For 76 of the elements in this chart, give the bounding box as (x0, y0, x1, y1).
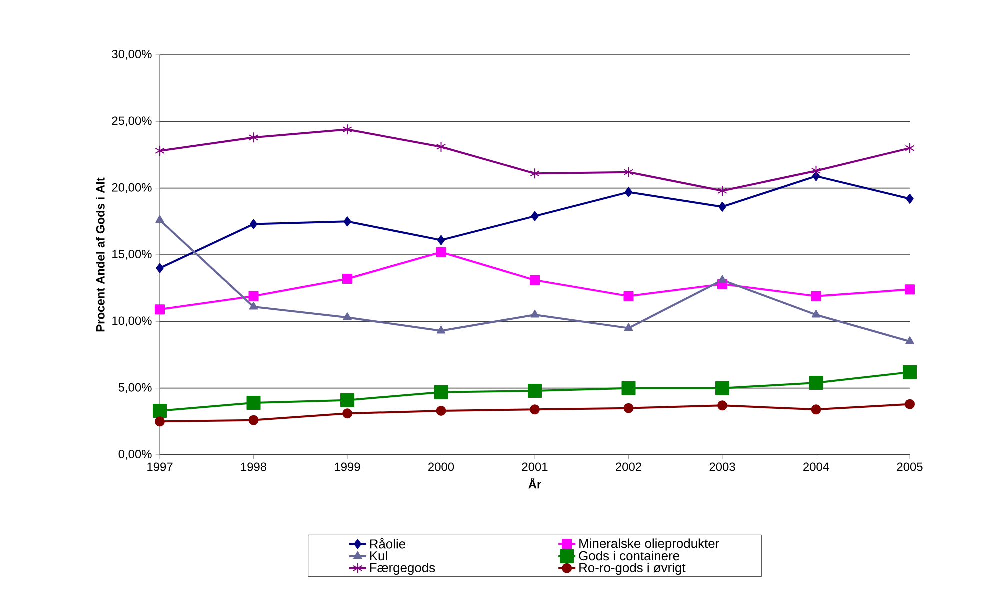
x-tick-label: 2005 (897, 462, 923, 472)
point (342, 124, 352, 136)
point (624, 166, 634, 178)
x-tick-label: 1997 (148, 462, 173, 472)
point (624, 187, 633, 198)
point (528, 384, 542, 398)
point (344, 216, 352, 227)
legend-label: Færgegods (370, 562, 436, 576)
legend-label: Gods i containere (579, 551, 680, 561)
point (718, 202, 726, 212)
point (812, 310, 821, 318)
y-tick-label: 25,00% (112, 116, 152, 127)
point (249, 302, 258, 310)
point (716, 381, 730, 396)
x-axis-title: År (528, 478, 542, 489)
y-axis-title: Procent Andel af Gods i Alt (96, 178, 105, 332)
point (342, 274, 353, 284)
point (436, 406, 446, 416)
point (530, 168, 540, 180)
point (437, 235, 446, 246)
point (343, 312, 352, 320)
x-tick-label: 2004 (804, 462, 830, 472)
legend-label: Kul (370, 551, 388, 561)
y-tick-label: 15,00% (112, 250, 152, 260)
y-tick-label: 30,00% (112, 50, 152, 60)
point (811, 165, 822, 176)
y-tick-label: 5,00% (118, 383, 152, 394)
point (436, 247, 446, 258)
legend-label: Mineralske olieprodukter (580, 538, 720, 551)
legend-label: Råolie (370, 538, 406, 549)
point (342, 408, 353, 419)
y-tick-label: 10,00% (112, 316, 152, 327)
point (436, 141, 446, 152)
point (155, 304, 166, 315)
point (905, 399, 916, 410)
x-tick-label: 1999 (335, 462, 360, 472)
point (530, 310, 540, 318)
point (340, 393, 355, 408)
x-tick-label: 1998 (241, 462, 267, 472)
point (250, 219, 258, 230)
point (905, 284, 916, 295)
point (718, 185, 728, 196)
point (718, 275, 727, 284)
point (156, 215, 164, 224)
point (248, 415, 259, 426)
point (809, 376, 824, 390)
point (905, 142, 915, 154)
point (530, 275, 540, 286)
point (906, 194, 914, 204)
point (624, 403, 634, 414)
x-tick-label: 2000 (428, 462, 454, 472)
x-tick-label: 2002 (616, 462, 642, 472)
point (155, 145, 165, 156)
x-tick-label: 2003 (710, 462, 736, 472)
y-tick-label: 20,00% (112, 183, 152, 194)
point (903, 365, 918, 380)
point (434, 385, 448, 400)
point (531, 211, 539, 222)
point (622, 381, 636, 396)
x-tick-label: 2001 (522, 462, 548, 472)
y-tick-label: 0,00% (118, 450, 152, 460)
point (718, 400, 728, 411)
point (156, 263, 164, 274)
point (153, 404, 168, 418)
point (624, 323, 634, 332)
point (530, 404, 540, 415)
point (248, 132, 259, 144)
point (436, 326, 446, 334)
point (246, 396, 261, 410)
point (811, 291, 822, 302)
legend-label: Ro-ro-gods i øvrigt (580, 562, 686, 576)
point (248, 291, 259, 302)
point (155, 416, 166, 427)
point (906, 336, 914, 344)
point (811, 404, 822, 415)
point (624, 291, 634, 302)
